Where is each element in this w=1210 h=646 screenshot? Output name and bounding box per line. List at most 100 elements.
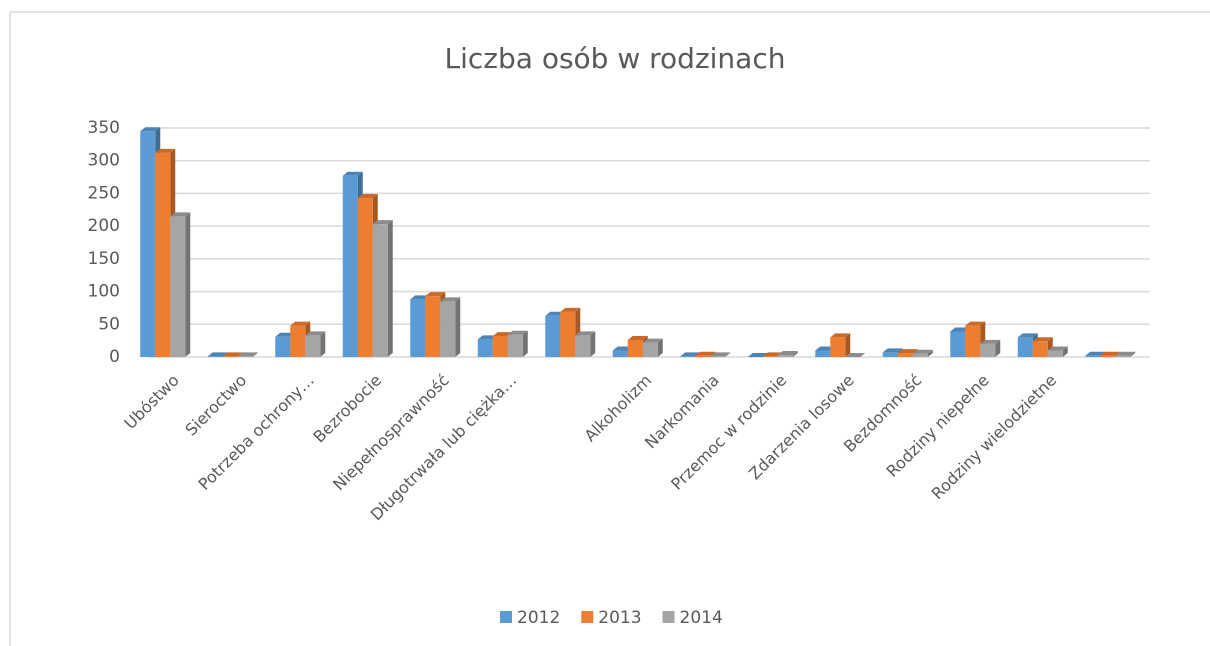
bar-side <box>387 220 393 357</box>
bar <box>305 331 326 357</box>
x-tick-label: Sieroctwo <box>181 371 250 440</box>
bar-front <box>1032 341 1048 357</box>
bar-front <box>680 356 696 357</box>
bar-top <box>140 127 161 132</box>
bar-top <box>305 331 326 336</box>
bar-top <box>845 353 866 357</box>
bar <box>747 353 768 357</box>
bar-front <box>627 339 643 357</box>
bar-front <box>965 325 981 357</box>
bar-top <box>695 351 716 356</box>
legend-label: 2013 <box>598 608 641 628</box>
bar-front <box>207 356 223 357</box>
bar-front <box>410 299 426 357</box>
bar-top <box>575 331 596 336</box>
y-tick-label: 300 <box>88 151 120 171</box>
bar-front <box>1047 350 1063 357</box>
bar-front <box>777 355 793 357</box>
bar-front <box>980 343 996 357</box>
bar <box>372 220 393 357</box>
bar-front <box>1085 355 1101 357</box>
x-tick-label: Potrzeba ochrony… <box>194 371 317 494</box>
bar-front <box>237 356 253 357</box>
x-tick-label: Przemoc w rodzinie <box>667 371 790 494</box>
bar <box>777 351 798 357</box>
bar-top <box>560 307 581 312</box>
bar-top <box>830 333 851 338</box>
bar-top <box>980 339 1001 344</box>
bar-front <box>425 296 441 357</box>
bar-top <box>440 297 461 302</box>
bar-side <box>792 351 798 357</box>
chart-title: Liczba osób w rodzinach <box>445 42 786 75</box>
bar-side <box>185 212 191 357</box>
bar-side <box>522 330 528 357</box>
bar-front <box>882 352 898 357</box>
legend-label: 2014 <box>680 608 723 628</box>
bar-top <box>507 330 528 335</box>
x-tick-label: Niepełnosprawność <box>329 371 453 495</box>
bar-front <box>170 216 186 357</box>
bar-front <box>830 337 846 357</box>
chart-frame <box>9 11 1210 646</box>
bar-top <box>680 352 701 357</box>
bar <box>170 212 191 357</box>
bar-front <box>575 335 591 357</box>
bar-side <box>455 297 461 357</box>
bar-top <box>237 352 258 357</box>
bar-front <box>710 356 726 357</box>
bar-front <box>507 334 523 357</box>
bar-top <box>710 352 731 357</box>
bar-top <box>627 335 648 340</box>
bar <box>507 330 528 357</box>
bar-top <box>222 352 243 357</box>
bar-front <box>695 355 711 357</box>
y-tick-label: 100 <box>88 282 120 302</box>
bar-top <box>1100 351 1121 356</box>
y-tick-label: 0 <box>109 347 120 367</box>
bar-front <box>342 175 358 357</box>
bar-side <box>590 331 596 357</box>
bar-front <box>222 356 238 357</box>
bar <box>845 353 866 357</box>
y-tick-label: 350 <box>88 118 120 138</box>
bar-side <box>927 349 933 357</box>
bar-front <box>815 350 831 357</box>
bar-front <box>560 311 576 357</box>
legend-swatch <box>500 611 512 623</box>
bar-top <box>1085 351 1106 356</box>
bar-front <box>912 353 928 357</box>
x-tick-label: Ubóstwo <box>120 371 182 433</box>
bar <box>912 349 933 357</box>
bar-front <box>1100 355 1116 357</box>
bar <box>1047 346 1068 357</box>
bar-top <box>1047 346 1068 351</box>
bar-top <box>777 351 798 356</box>
bar-front <box>275 336 291 357</box>
bar-front <box>492 336 508 357</box>
x-tick-label: Rodziny wielodzietne <box>928 371 1061 504</box>
bar-front <box>357 198 373 357</box>
bar-top <box>912 349 933 354</box>
bar-front <box>1017 337 1033 357</box>
x-tick-label: Długotrwała lub ciężka… <box>367 371 521 525</box>
bar <box>575 331 596 357</box>
bar-side <box>657 338 663 357</box>
y-tick-label: 200 <box>88 216 120 236</box>
bar-top <box>1017 333 1038 338</box>
bar <box>830 333 851 357</box>
bar-top <box>170 212 191 217</box>
bar-top <box>290 321 311 326</box>
bar-top <box>372 220 393 225</box>
x-tick-label: Alkoholizm <box>581 371 656 446</box>
bar-top <box>965 321 986 326</box>
bar-front <box>440 301 456 357</box>
bar <box>710 352 731 357</box>
bar-front <box>140 131 156 357</box>
bar-front <box>545 315 561 357</box>
bar-front <box>612 350 628 357</box>
bar-top <box>642 338 663 343</box>
bar-side <box>320 331 326 357</box>
bar <box>440 297 461 357</box>
